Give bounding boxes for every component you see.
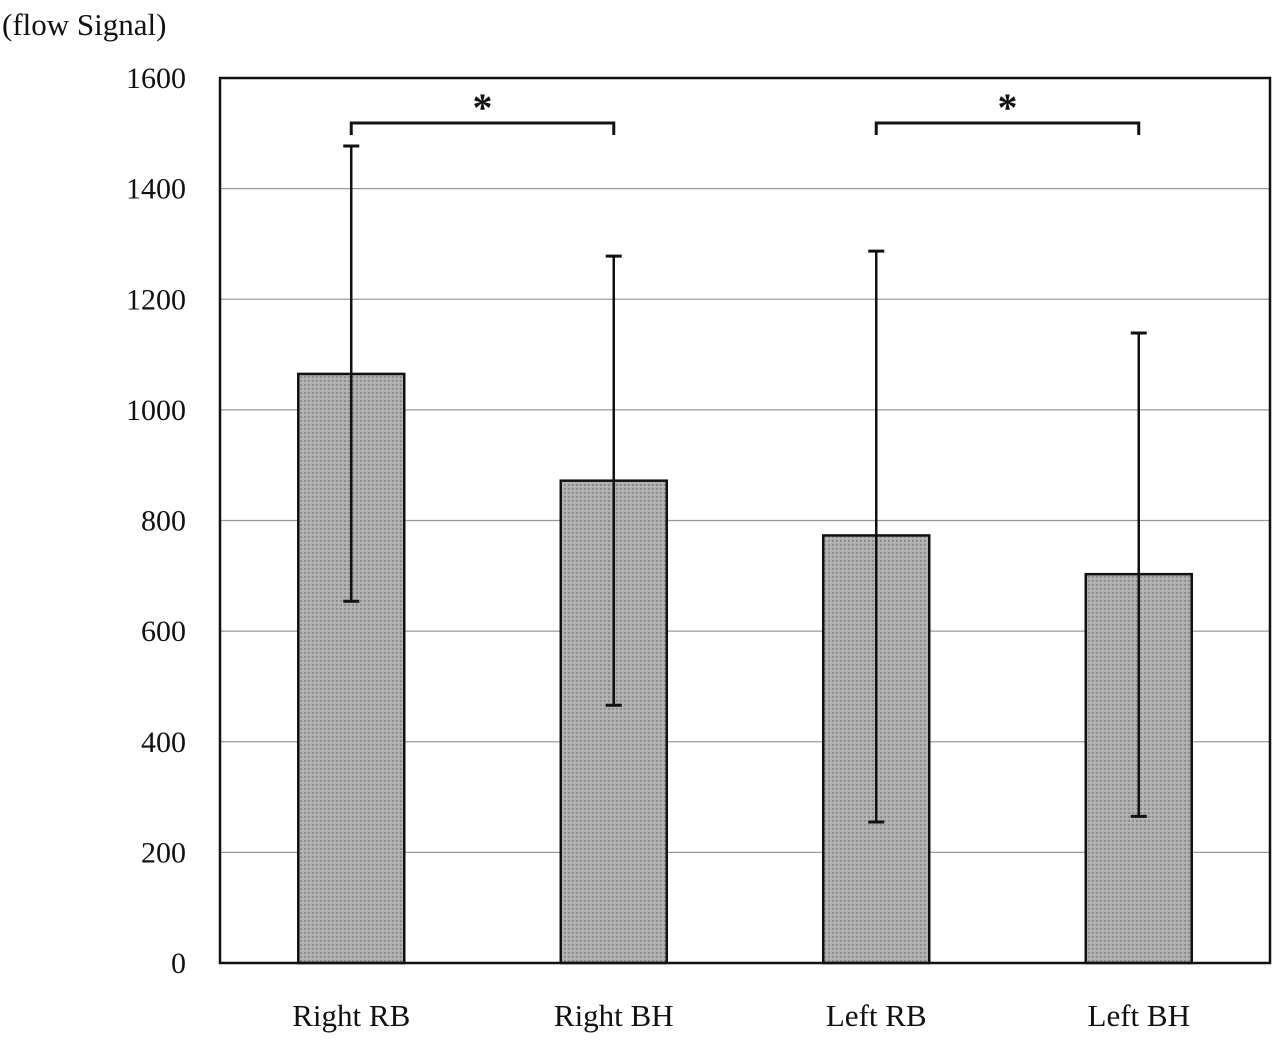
error-bar-right-bh	[605, 254, 622, 707]
y-tick-label: 800	[141, 505, 186, 538]
y-tick-label: 0	[171, 947, 186, 980]
axes	[218, 76, 1272, 965]
bracket-line	[874, 121, 1141, 135]
significance-bracket-2: *	[874, 85, 1141, 135]
y-tick-label: 1000	[126, 394, 186, 427]
error-bar-left-rb	[868, 249, 885, 824]
error-bar-left-bh	[1130, 331, 1147, 818]
bracket-line	[349, 121, 616, 135]
y-axis-label: (flow Signal)	[2, 7, 166, 42]
significance-brackets: * *	[349, 85, 1141, 135]
y-tick-label: 400	[141, 726, 186, 759]
y-tick-label: 1200	[126, 283, 186, 316]
x-category-label: Right RB	[292, 998, 410, 1033]
plot-frame	[218, 76, 1272, 965]
y-tick-label: 1400	[126, 173, 186, 206]
x-category-label: Left BH	[1088, 998, 1190, 1033]
error-bars	[343, 144, 1147, 824]
x-category-label: Right BH	[554, 998, 674, 1033]
tick-labels: 0 200 400 600 800 1000 1200 1400 1600 Right RB Rig…	[126, 62, 1190, 1033]
bars	[297, 372, 1193, 965]
x-category-label: Left RB	[826, 998, 927, 1033]
y-tick-label: 1600	[126, 62, 186, 95]
significance-bracket-1: *	[349, 85, 616, 135]
y-tick-label: 600	[141, 615, 186, 648]
significance-marker: *	[998, 85, 1018, 130]
y-tick-label: 200	[141, 836, 186, 869]
error-bar-right-rb	[343, 144, 360, 603]
significance-marker: *	[473, 85, 493, 130]
